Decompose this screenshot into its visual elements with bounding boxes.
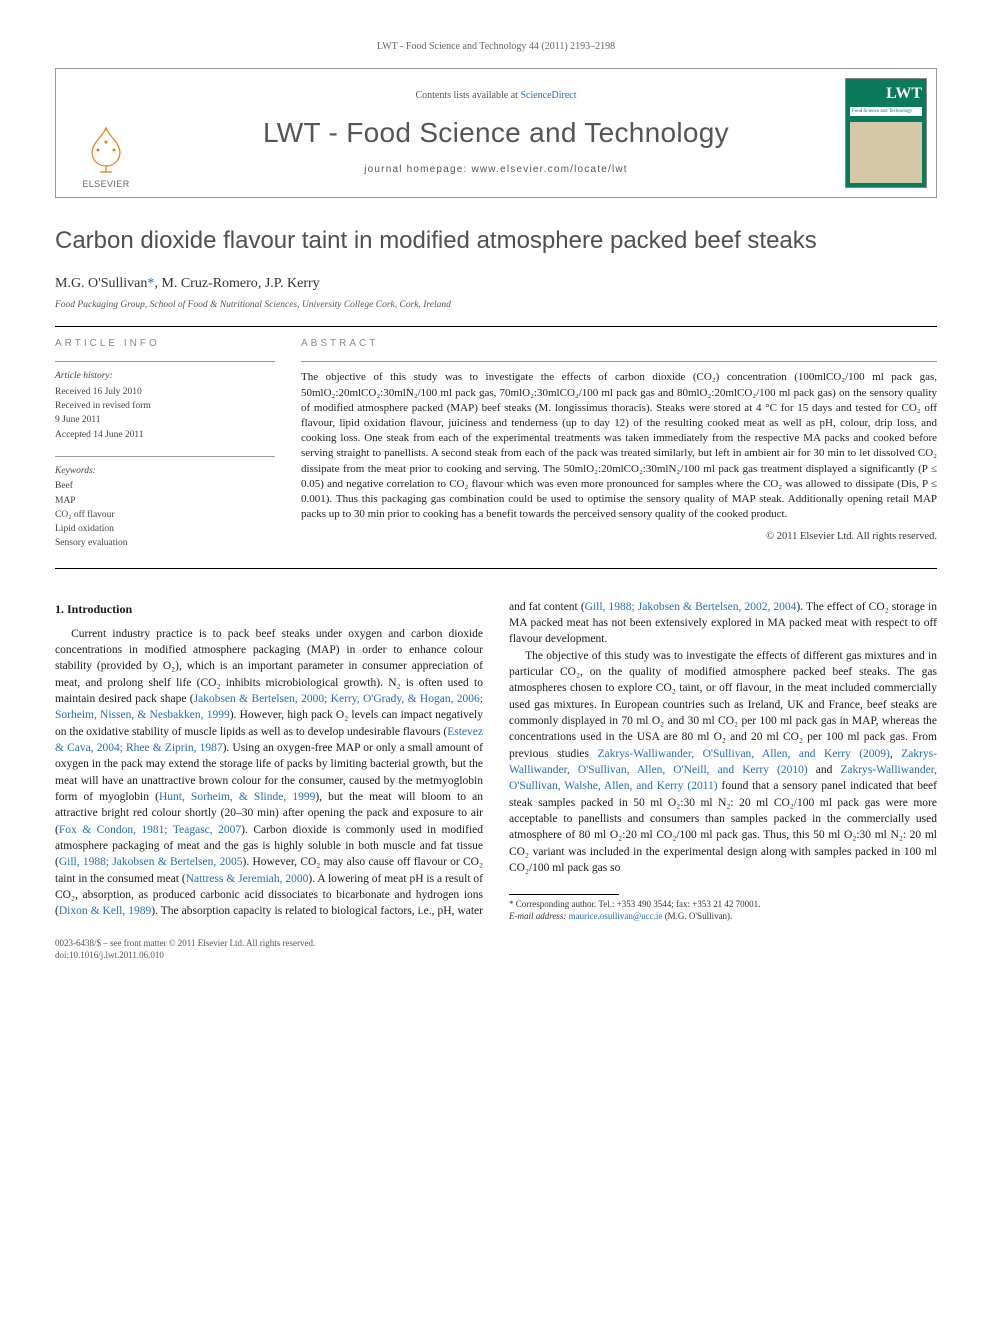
cover-image-placeholder xyxy=(850,122,922,183)
corresponding-marker[interactable]: * xyxy=(147,276,154,291)
email-suffix: (M.G. O'Sullivan). xyxy=(665,911,733,921)
publisher-logo-col: ELSEVIER xyxy=(56,69,156,197)
ref-zakrys-2009[interactable]: Zakrys-Walliwander, O'Sullivan, Allen, a… xyxy=(597,748,889,760)
section-1-heading: 1. Introduction xyxy=(55,601,483,618)
p2a: The objective of this study was to inves… xyxy=(509,650,937,760)
ref-nattress-2000[interactable]: Nattress & Jeremiah, 2000 xyxy=(186,873,309,885)
keyword-3: CO₂ off flavour xyxy=(55,509,275,522)
cover-title: LWT xyxy=(850,83,922,105)
history-revised-label: Received in revised form xyxy=(55,400,275,413)
authors-line: M.G. O'Sullivan*, M. Cruz-Romero, J.P. K… xyxy=(55,274,937,294)
ref-gill-1988b[interactable]: Gill, 1988; Jakobsen & Bertelsen, 2002, … xyxy=(585,601,797,613)
sciencedirect-link[interactable]: ScienceDirect xyxy=(520,90,576,101)
publisher-label: ELSEVIER xyxy=(82,178,129,191)
corresponding-footnote: * Corresponding author. Tel.: +353 490 3… xyxy=(509,899,937,911)
ref-gill-1988[interactable]: Gill, 1988; Jakobsen & Bertelsen, 2005 xyxy=(59,856,243,868)
footer-copyright: 0023-6438/$ – see front matter © 2011 El… xyxy=(55,937,315,950)
history-revised-date: 9 June 2011 xyxy=(55,414,275,427)
abstract-col: abstract The objective of this study was… xyxy=(301,337,937,551)
abstract-rule xyxy=(301,361,937,362)
keyword-1: Beef xyxy=(55,480,275,493)
keywords-heading: Keywords: xyxy=(55,465,275,478)
history-received: Received 16 July 2010 xyxy=(55,386,275,399)
abstract-copyright: © 2011 Elsevier Ltd. All rights reserved… xyxy=(301,530,937,545)
journal-header-box: ELSEVIER Contents lists available at Sci… xyxy=(55,68,937,198)
rule-bottom xyxy=(55,568,937,569)
journal-cover-col: LWT Food Science and Technology xyxy=(836,69,936,197)
email-footnote: E-mail address: maurice.osullivan@ucc.ie… xyxy=(509,911,937,923)
author-3: J.P. Kerry xyxy=(265,276,320,291)
homepage-url[interactable]: www.elsevier.com/locate/lwt xyxy=(471,164,627,175)
keyword-2: MAP xyxy=(55,495,275,508)
p2c: and xyxy=(808,764,841,776)
p2d: found that a sensory panel indicated tha… xyxy=(509,780,937,874)
intro-para-2: The objective of this study was to inves… xyxy=(509,648,937,877)
article-info-col: article info Article history: Received 1… xyxy=(55,337,275,551)
info-rule-2 xyxy=(55,456,275,457)
keyword-4: Lipid oxidation xyxy=(55,523,275,536)
keyword-5: Sensory evaluation xyxy=(55,537,275,550)
author-2: M. Cruz-Romero xyxy=(161,276,257,291)
ref-hunt-1999[interactable]: Hunt, Sorheim, & Slinde, 1999 xyxy=(159,791,315,803)
rule-top xyxy=(55,326,937,327)
contents-prefix: Contents lists available at xyxy=(415,90,520,101)
footnote-separator xyxy=(509,894,619,895)
history-accepted: Accepted 14 June 2011 xyxy=(55,429,275,442)
email-link[interactable]: maurice.osullivan@ucc.ie xyxy=(569,911,663,921)
homepage-line: journal homepage: www.elsevier.com/locat… xyxy=(156,163,836,177)
article-info-heading: article info xyxy=(55,337,275,351)
elsevier-tree-icon xyxy=(78,120,134,176)
article-title: Carbon dioxide flavour taint in modified… xyxy=(55,224,937,258)
abstract-heading: abstract xyxy=(301,337,937,351)
history-heading: Article history: xyxy=(55,370,275,383)
contents-line: Contents lists available at ScienceDirec… xyxy=(156,89,836,103)
journal-name: LWT - Food Science and Technology xyxy=(156,113,836,152)
info-rule xyxy=(55,361,275,362)
ref-fox-1981[interactable]: Fox & Condon, 1981; Teagasc, 2007 xyxy=(59,824,241,836)
journal-cover-thumb: LWT Food Science and Technology xyxy=(845,78,927,188)
homepage-prefix: journal homepage: xyxy=(364,164,471,175)
ref-dixon-1989[interactable]: Dixon & Kell, 1989 xyxy=(59,905,151,917)
abstract-text: The objective of this study was to inves… xyxy=(301,370,937,522)
running-header: LWT - Food Science and Technology 44 (20… xyxy=(55,40,937,54)
affiliation: Food Packaging Group, School of Food & N… xyxy=(55,299,937,312)
page-footer: 0023-6438/$ – see front matter © 2011 El… xyxy=(55,937,937,962)
cover-subtitle: Food Science and Technology xyxy=(850,107,922,116)
body-columns: 1. Introduction Current industry practic… xyxy=(55,599,937,923)
author-1: M.G. O'Sullivan xyxy=(55,276,147,291)
email-label: E-mail address: xyxy=(509,911,566,921)
p2b: , xyxy=(890,748,901,760)
footer-doi: doi:10.1016/j.lwt.2011.06.010 xyxy=(55,949,315,962)
